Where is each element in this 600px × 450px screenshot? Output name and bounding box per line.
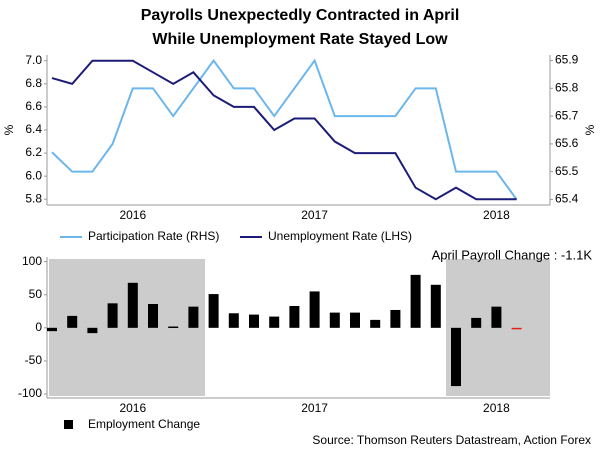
bar: [47, 327, 57, 332]
x-tick-label: 2018: [483, 401, 510, 415]
y2-tick-label: 65.6: [555, 136, 579, 150]
bar: [148, 304, 158, 328]
bar: [107, 303, 118, 328]
x-tick-label: 2017: [301, 208, 328, 222]
annotation: April Payroll Change : -1.1K: [432, 247, 593, 262]
y2-tick-label: 65.4: [555, 192, 579, 206]
legend-label: Unemployment Rate (LHS): [268, 229, 412, 243]
bar: [471, 317, 482, 328]
chart-title: Payrolls Unexpectedly Contracted in Apri…: [141, 7, 460, 24]
bar: [249, 314, 259, 328]
bar: [350, 312, 360, 328]
y-tick-label: 6.4: [25, 122, 42, 136]
bar: [329, 312, 340, 328]
bar: [289, 305, 300, 328]
bar: [188, 306, 199, 328]
y2-axis-label: %: [583, 124, 597, 135]
legend-label: Employment Change: [88, 417, 200, 431]
y2-tick-label: 65.7: [555, 108, 579, 122]
line: [51, 58, 518, 201]
y-tick-label: 0: [35, 320, 42, 334]
y2-tick-label: 65.8: [555, 81, 579, 95]
y-tick-label: 6.0: [25, 168, 42, 182]
x-tick-label: 2017: [301, 401, 328, 415]
bar: [228, 313, 239, 328]
y-tick-label: -100: [18, 386, 42, 400]
y2-tick-label: 65.9: [555, 53, 579, 67]
x-tick-label: 2016: [119, 208, 146, 222]
y-tick-label: 7.0: [25, 53, 42, 67]
bar: [430, 284, 441, 328]
bar: [390, 309, 401, 328]
y-tick-label: -50: [25, 353, 43, 367]
x-tick-label: 2018: [483, 208, 510, 222]
bar: [309, 291, 320, 328]
y-tick-label: 100: [22, 254, 42, 268]
y-tick-label: 6.8: [25, 76, 42, 90]
bar: [67, 315, 78, 328]
legend-swatch: [64, 420, 73, 429]
bar: [491, 306, 502, 328]
y-tick-label: 5.8: [25, 191, 42, 205]
x-tick-label: 2016: [119, 401, 146, 415]
bar: [127, 282, 138, 328]
legend-label: Participation Rate (RHS): [88, 229, 219, 243]
y-tick-label: 50: [29, 287, 43, 301]
y-tick-label: 6.2: [25, 145, 42, 159]
bar: [451, 327, 461, 387]
bar: [208, 294, 219, 328]
bar: [370, 319, 381, 328]
bar: [168, 326, 179, 329]
bar: [87, 327, 98, 334]
source: Source: Thomson Reuters Datastream, Acti…: [312, 433, 591, 447]
y2-tick-label: 65.5: [555, 164, 579, 178]
bar: [410, 274, 421, 328]
bar: [269, 316, 280, 328]
y-axis-label: %: [2, 124, 16, 135]
line: [51, 59, 517, 201]
bar: [511, 327, 522, 330]
y-tick-label: 6.6: [25, 99, 42, 113]
chart-subtitle: While Unemployment Rate Stayed Low: [152, 31, 448, 48]
